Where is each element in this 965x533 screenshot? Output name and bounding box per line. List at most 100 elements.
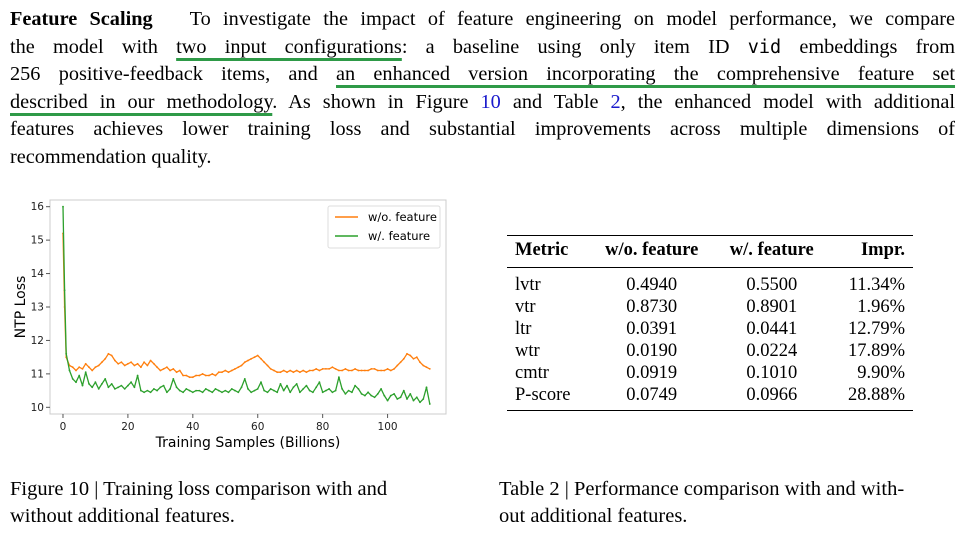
data-point <box>201 373 204 375</box>
table-cell: ltr <box>515 319 532 339</box>
data-point <box>406 352 408 355</box>
data-point <box>334 368 337 370</box>
data-point <box>347 369 350 372</box>
data-point <box>299 371 301 374</box>
paragraph-text: , the enhanced model with additional <box>620 90 956 113</box>
x-axis-label: Training Samples (Billions) <box>155 435 341 451</box>
data-point <box>185 388 188 390</box>
x-tick-label: 20 <box>121 421 134 433</box>
data-point <box>344 368 347 370</box>
paragraph-line-6: recommendation quality. <box>10 145 212 168</box>
data-point <box>412 399 415 402</box>
data-point <box>380 388 382 390</box>
data-point <box>143 361 146 364</box>
data-point <box>308 389 311 392</box>
data-point <box>91 369 94 372</box>
data-point <box>211 391 214 394</box>
data-point <box>260 357 262 360</box>
data-point <box>107 386 110 389</box>
data-point <box>120 384 123 387</box>
data-point <box>269 388 272 390</box>
data-point <box>153 388 155 390</box>
data-point <box>305 371 308 374</box>
y-tick-label: 16 <box>31 201 45 213</box>
data-point <box>94 366 97 369</box>
table-cell: 0.0966 <box>746 385 798 405</box>
column-header: Metric <box>507 236 590 268</box>
data-point <box>136 362 139 365</box>
data-point <box>370 368 373 370</box>
data-point <box>221 391 223 394</box>
data-point <box>321 391 324 394</box>
table-caption-line: Table 2 | Performance comparison with an… <box>499 478 905 500</box>
data-point <box>81 384 84 387</box>
y-axis-label: NTP Loss <box>13 276 29 339</box>
results-table: Metric w/o. feature w/. feature Impr. lv… <box>507 236 913 414</box>
data-point <box>178 369 181 372</box>
data-point <box>153 362 155 365</box>
table-caption: Table 2 | Performance comparison with an… <box>499 476 904 530</box>
data-point <box>347 389 350 392</box>
data-point <box>263 361 266 364</box>
data-point <box>175 371 178 374</box>
data-point <box>107 352 110 355</box>
data-point <box>292 371 295 374</box>
data-point <box>133 386 136 389</box>
table-ref-link[interactable]: 2 <box>610 90 621 113</box>
figure-ref-link[interactable]: 10 <box>480 90 501 113</box>
paragraph-line-5: features achieves lower training loss an… <box>10 118 955 141</box>
data-point <box>253 389 256 392</box>
data-point <box>208 374 210 377</box>
table-cell: 0.0749 <box>626 385 678 405</box>
data-point <box>250 357 253 360</box>
data-point <box>149 359 152 362</box>
data-point <box>227 391 230 394</box>
data-point <box>266 391 269 394</box>
data-point <box>224 389 227 392</box>
data-point <box>84 371 87 374</box>
data-point <box>328 368 330 370</box>
x-tick-label: 60 <box>251 421 264 433</box>
data-point <box>276 391 279 394</box>
data-point <box>334 389 337 392</box>
data-point <box>276 371 279 374</box>
data-point <box>286 384 288 387</box>
data-point <box>230 388 233 390</box>
data-point <box>292 386 295 389</box>
table-cell: vtr <box>515 297 536 317</box>
data-point <box>230 369 233 372</box>
data-point <box>114 359 116 362</box>
x-tick-label: 0 <box>60 421 67 433</box>
data-point <box>214 388 217 390</box>
data-point <box>282 369 285 372</box>
series-line-without-feature <box>62 233 431 378</box>
data-point <box>351 391 353 394</box>
data-point <box>237 366 240 369</box>
data-point <box>428 403 431 405</box>
data-point <box>191 391 194 394</box>
data-point <box>78 366 81 369</box>
data-point <box>389 369 392 372</box>
data-point <box>188 389 191 392</box>
paragraph-line-2: the model with two input configurations:… <box>10 34 955 62</box>
table-cell: 0.0919 <box>626 363 678 383</box>
data-point <box>393 368 395 370</box>
data-point <box>266 364 269 367</box>
data-point <box>240 364 243 367</box>
data-point <box>389 394 392 397</box>
data-point <box>65 352 68 355</box>
data-point <box>143 391 146 394</box>
paragraph-text: To investigate the impact of feature eng… <box>189 8 955 30</box>
data-point <box>178 389 181 392</box>
data-point <box>399 396 402 399</box>
data-point <box>364 394 366 397</box>
y-tick-label: 11 <box>31 368 44 380</box>
data-point <box>328 388 330 390</box>
data-point <box>198 374 201 377</box>
data-point <box>415 356 418 359</box>
data-point <box>247 388 249 390</box>
code-token: vid <box>747 36 782 58</box>
data-point <box>211 373 214 375</box>
data-point <box>117 386 120 389</box>
data-point <box>360 393 363 395</box>
